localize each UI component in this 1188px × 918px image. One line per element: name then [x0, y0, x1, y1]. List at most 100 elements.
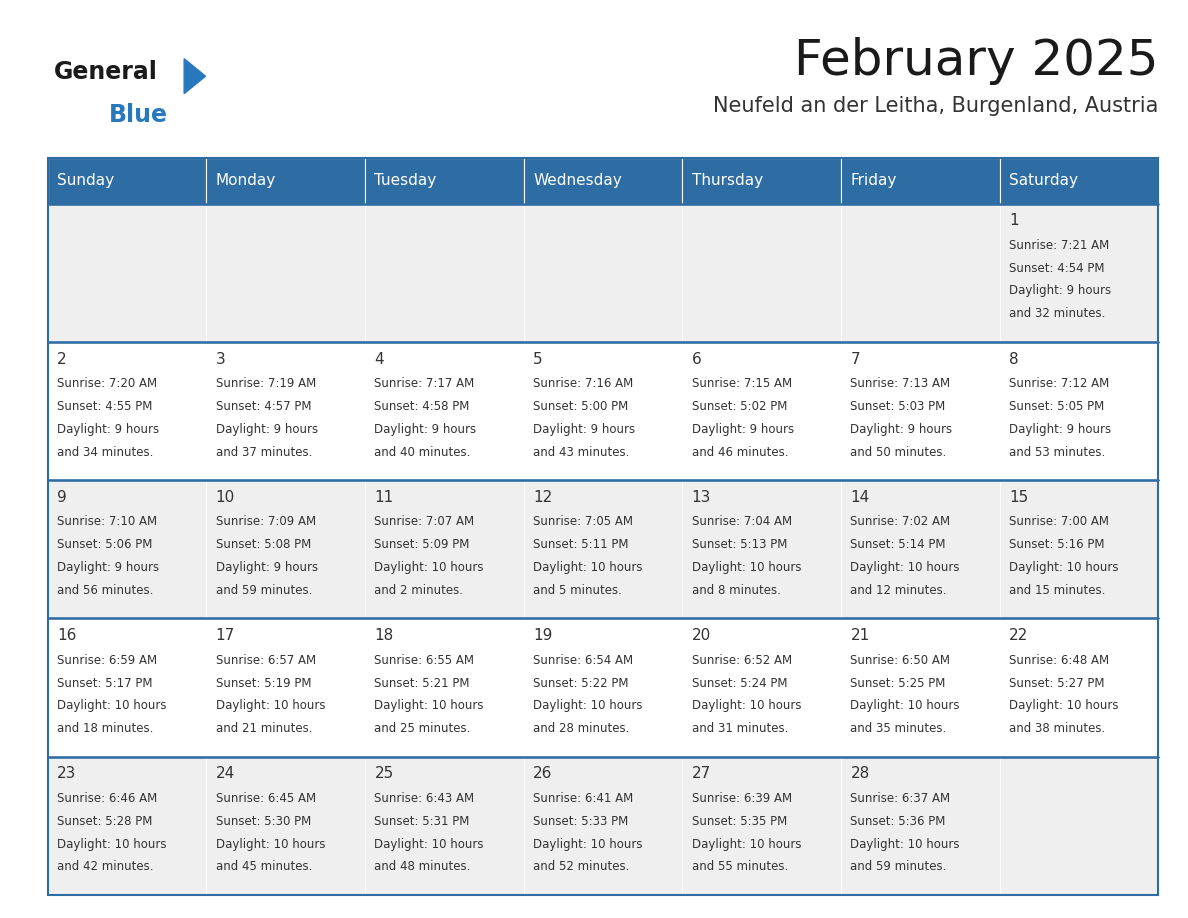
Bar — [999, 341, 1158, 480]
Bar — [682, 158, 841, 204]
Bar — [365, 341, 524, 480]
Text: Tuesday: Tuesday — [374, 174, 437, 188]
Text: 4: 4 — [374, 352, 384, 366]
Bar — [682, 756, 841, 895]
Text: Daylight: 9 hours: Daylight: 9 hours — [1009, 423, 1111, 436]
Bar — [365, 619, 524, 756]
Bar — [524, 204, 682, 341]
Text: Sunrise: 7:05 AM: Sunrise: 7:05 AM — [533, 515, 633, 529]
Text: 16: 16 — [57, 628, 76, 644]
Bar — [48, 158, 1158, 895]
Text: Blue: Blue — [109, 103, 169, 127]
Bar — [207, 619, 365, 756]
Bar — [524, 756, 682, 895]
Text: Daylight: 9 hours: Daylight: 9 hours — [691, 423, 794, 436]
Text: Sunset: 5:13 PM: Sunset: 5:13 PM — [691, 538, 788, 552]
Text: Sunset: 5:09 PM: Sunset: 5:09 PM — [374, 538, 469, 552]
Text: 18: 18 — [374, 628, 393, 644]
Bar — [207, 480, 365, 619]
Text: Daylight: 10 hours: Daylight: 10 hours — [691, 561, 801, 574]
Text: Sunset: 5:31 PM: Sunset: 5:31 PM — [374, 815, 469, 828]
Text: Daylight: 10 hours: Daylight: 10 hours — [851, 700, 960, 712]
Bar — [48, 341, 207, 480]
Bar — [524, 158, 682, 204]
Bar — [841, 480, 999, 619]
Text: Wednesday: Wednesday — [533, 174, 621, 188]
Text: Daylight: 10 hours: Daylight: 10 hours — [691, 837, 801, 851]
Bar — [682, 619, 841, 756]
Text: and 40 minutes.: and 40 minutes. — [374, 445, 470, 459]
Text: Sunrise: 7:12 AM: Sunrise: 7:12 AM — [1009, 377, 1110, 390]
Text: 25: 25 — [374, 767, 393, 781]
Text: Daylight: 10 hours: Daylight: 10 hours — [57, 700, 166, 712]
Text: 14: 14 — [851, 490, 870, 505]
Text: Daylight: 10 hours: Daylight: 10 hours — [216, 700, 326, 712]
Text: Sunrise: 6:54 AM: Sunrise: 6:54 AM — [533, 654, 633, 666]
Text: Sunset: 4:55 PM: Sunset: 4:55 PM — [57, 400, 152, 413]
Text: Sunset: 5:24 PM: Sunset: 5:24 PM — [691, 677, 788, 689]
Text: and 45 minutes.: and 45 minutes. — [216, 860, 312, 874]
Text: 26: 26 — [533, 767, 552, 781]
Text: Sunrise: 7:20 AM: Sunrise: 7:20 AM — [57, 377, 157, 390]
Bar — [841, 341, 999, 480]
Bar — [48, 480, 207, 619]
Bar — [999, 619, 1158, 756]
Text: Sunset: 5:17 PM: Sunset: 5:17 PM — [57, 677, 152, 689]
Text: 3: 3 — [216, 352, 226, 366]
Text: 7: 7 — [851, 352, 860, 366]
Text: and 35 minutes.: and 35 minutes. — [851, 722, 947, 735]
Text: Sunrise: 7:00 AM: Sunrise: 7:00 AM — [1009, 515, 1110, 529]
Text: Sunset: 5:05 PM: Sunset: 5:05 PM — [1009, 400, 1105, 413]
Text: Sunset: 5:14 PM: Sunset: 5:14 PM — [851, 538, 946, 552]
Bar — [999, 480, 1158, 619]
Text: 23: 23 — [57, 767, 76, 781]
Text: and 59 minutes.: and 59 minutes. — [216, 584, 312, 597]
Text: 5: 5 — [533, 352, 543, 366]
Text: Sunset: 5:03 PM: Sunset: 5:03 PM — [851, 400, 946, 413]
Text: Sunrise: 7:04 AM: Sunrise: 7:04 AM — [691, 515, 792, 529]
Bar — [207, 204, 365, 341]
Text: and 18 minutes.: and 18 minutes. — [57, 722, 153, 735]
Text: Sunset: 5:16 PM: Sunset: 5:16 PM — [1009, 538, 1105, 552]
Text: and 8 minutes.: and 8 minutes. — [691, 584, 781, 597]
Text: and 37 minutes.: and 37 minutes. — [216, 445, 312, 459]
Text: Daylight: 10 hours: Daylight: 10 hours — [374, 837, 484, 851]
Text: Sunrise: 7:10 AM: Sunrise: 7:10 AM — [57, 515, 157, 529]
Text: Sunrise: 6:50 AM: Sunrise: 6:50 AM — [851, 654, 950, 666]
Text: Daylight: 10 hours: Daylight: 10 hours — [851, 837, 960, 851]
Text: Sunset: 5:35 PM: Sunset: 5:35 PM — [691, 815, 786, 828]
Text: Daylight: 9 hours: Daylight: 9 hours — [533, 423, 636, 436]
Text: February 2025: February 2025 — [794, 37, 1158, 84]
Text: Sunset: 5:22 PM: Sunset: 5:22 PM — [533, 677, 628, 689]
Bar — [365, 480, 524, 619]
Text: Sunrise: 6:43 AM: Sunrise: 6:43 AM — [374, 792, 474, 805]
Text: Sunrise: 7:19 AM: Sunrise: 7:19 AM — [216, 377, 316, 390]
Text: Saturday: Saturday — [1009, 174, 1079, 188]
Text: Sunrise: 7:07 AM: Sunrise: 7:07 AM — [374, 515, 474, 529]
Text: Sunrise: 6:41 AM: Sunrise: 6:41 AM — [533, 792, 633, 805]
Text: and 50 minutes.: and 50 minutes. — [851, 445, 947, 459]
Text: Sunrise: 6:46 AM: Sunrise: 6:46 AM — [57, 792, 157, 805]
Polygon shape — [184, 59, 206, 94]
Text: Daylight: 10 hours: Daylight: 10 hours — [533, 837, 643, 851]
Text: 1: 1 — [1009, 213, 1019, 229]
Text: Sunset: 5:33 PM: Sunset: 5:33 PM — [533, 815, 628, 828]
Text: 21: 21 — [851, 628, 870, 644]
Text: Daylight: 10 hours: Daylight: 10 hours — [216, 837, 326, 851]
Text: and 31 minutes.: and 31 minutes. — [691, 722, 788, 735]
Text: Sunrise: 7:15 AM: Sunrise: 7:15 AM — [691, 377, 792, 390]
Text: Sunrise: 7:16 AM: Sunrise: 7:16 AM — [533, 377, 633, 390]
Text: and 48 minutes.: and 48 minutes. — [374, 860, 470, 874]
Text: and 12 minutes.: and 12 minutes. — [851, 584, 947, 597]
Text: Sunset: 5:30 PM: Sunset: 5:30 PM — [216, 815, 311, 828]
Text: Sunset: 5:06 PM: Sunset: 5:06 PM — [57, 538, 152, 552]
Bar — [841, 619, 999, 756]
Text: 24: 24 — [216, 767, 235, 781]
Text: Sunset: 4:58 PM: Sunset: 4:58 PM — [374, 400, 469, 413]
Text: Daylight: 9 hours: Daylight: 9 hours — [1009, 285, 1111, 297]
Text: Daylight: 10 hours: Daylight: 10 hours — [1009, 700, 1119, 712]
Text: Sunset: 5:25 PM: Sunset: 5:25 PM — [851, 677, 946, 689]
Text: Monday: Monday — [216, 174, 276, 188]
Text: and 15 minutes.: and 15 minutes. — [1009, 584, 1106, 597]
Bar — [365, 204, 524, 341]
